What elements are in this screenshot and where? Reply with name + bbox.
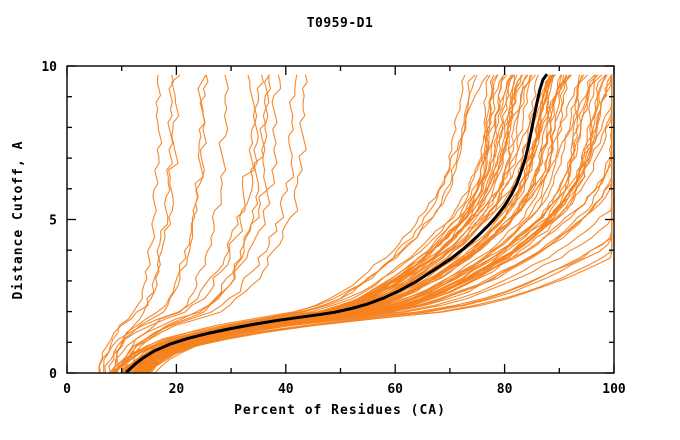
- prediction-model-curve: [121, 74, 513, 374]
- prediction-model-curve: [137, 74, 505, 374]
- y-tick-label: 10: [41, 60, 57, 75]
- x-tick-label: 20: [169, 382, 185, 397]
- prediction-model-curve: [121, 74, 298, 374]
- prediction-model-curve: [127, 74, 531, 374]
- prediction-model-curve: [134, 74, 608, 374]
- prediction-model-curve: [135, 74, 556, 374]
- prediction-model-curve: [128, 74, 583, 374]
- prediction-model-curve: [132, 74, 489, 374]
- prediction-model-curve: [142, 74, 613, 374]
- x-axis-title: Percent of Residues (CA): [234, 403, 446, 418]
- prediction-model-curve: [103, 74, 163, 374]
- prediction-model-curve: [147, 74, 527, 374]
- prediction-model-curve: [130, 74, 512, 374]
- prediction-model-curve: [134, 74, 495, 374]
- axis-tick-labels: 0 20 40 60 80 100 0 5 10: [41, 60, 626, 397]
- prediction-model-curve: [136, 74, 613, 374]
- prediction-model-curve: [104, 74, 264, 374]
- prediction-model-curve: [108, 74, 207, 374]
- prediction-model-curve: [116, 74, 174, 374]
- prediction-model-curve: [113, 74, 478, 374]
- prediction-model-curve: [139, 74, 585, 374]
- prediction-model-curve: [109, 74, 282, 374]
- axis-ticks: [66, 65, 615, 374]
- page-title: T0959-D1: [306, 16, 374, 31]
- prediction-model-curve: [111, 74, 499, 374]
- prediction-model-curve: [122, 74, 599, 374]
- x-tick-label: 40: [278, 382, 294, 397]
- prediction-model-curve: [111, 74, 524, 374]
- y-axis-title: Distance Cutoff, A: [11, 141, 26, 300]
- x-tick-label: 60: [387, 382, 403, 397]
- prediction-model-curve: [98, 74, 181, 374]
- prediction-model-curve: [122, 74, 498, 374]
- prediction-model-curve: [129, 74, 272, 374]
- prediction-model-curve: [123, 74, 308, 374]
- prediction-model-curve: [112, 74, 209, 374]
- prediction-model-curve: [145, 74, 491, 374]
- y-tick-label: 5: [49, 214, 57, 229]
- x-tick-label: 80: [497, 382, 513, 397]
- x-tick-label: 100: [602, 382, 626, 397]
- plot-frame: [66, 65, 615, 374]
- prediction-model-curve: [142, 74, 505, 374]
- prediction-model-curve: [131, 74, 476, 374]
- prediction-model-curve: [154, 74, 596, 374]
- reference-model-curve: [125, 73, 548, 373]
- prediction-model-curve: [98, 74, 258, 374]
- prediction-model-curve: [142, 74, 554, 374]
- y-tick-label: 0: [49, 367, 57, 382]
- x-tick-label: 0: [63, 382, 71, 397]
